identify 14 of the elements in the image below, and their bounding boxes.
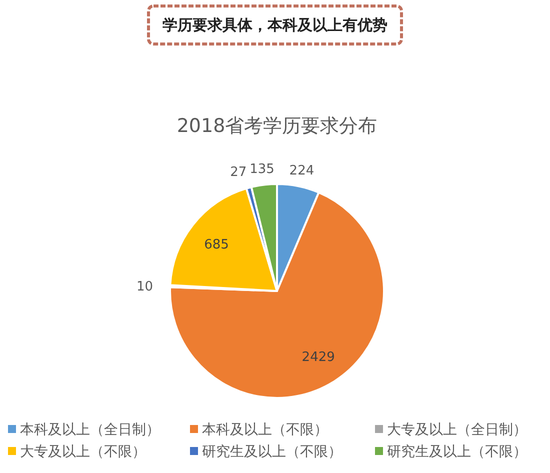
data-label: 685	[204, 237, 229, 252]
data-label: 10	[136, 279, 154, 294]
text: 学历要求具体，本科及以上有优势	[162, 16, 388, 34]
data-label: 27	[230, 165, 247, 180]
legend-label: 大专及以上（不限）	[20, 444, 146, 460]
legend-label: 大专及以上（全日制）	[387, 422, 527, 438]
chart-title: 2018省考学历要求分布	[176, 115, 378, 137]
legend-label: 研究生及以上（不限）	[387, 444, 527, 460]
legend-label: 研究生及以上（不限）	[202, 444, 342, 460]
data-label: 2429	[302, 350, 335, 366]
data-label: 224	[289, 163, 314, 178]
data-label: 135	[250, 162, 274, 177]
legend-label: 本科及以上（不限）	[202, 422, 328, 438]
legend-label: 本科及以上（全日制）	[20, 422, 160, 438]
